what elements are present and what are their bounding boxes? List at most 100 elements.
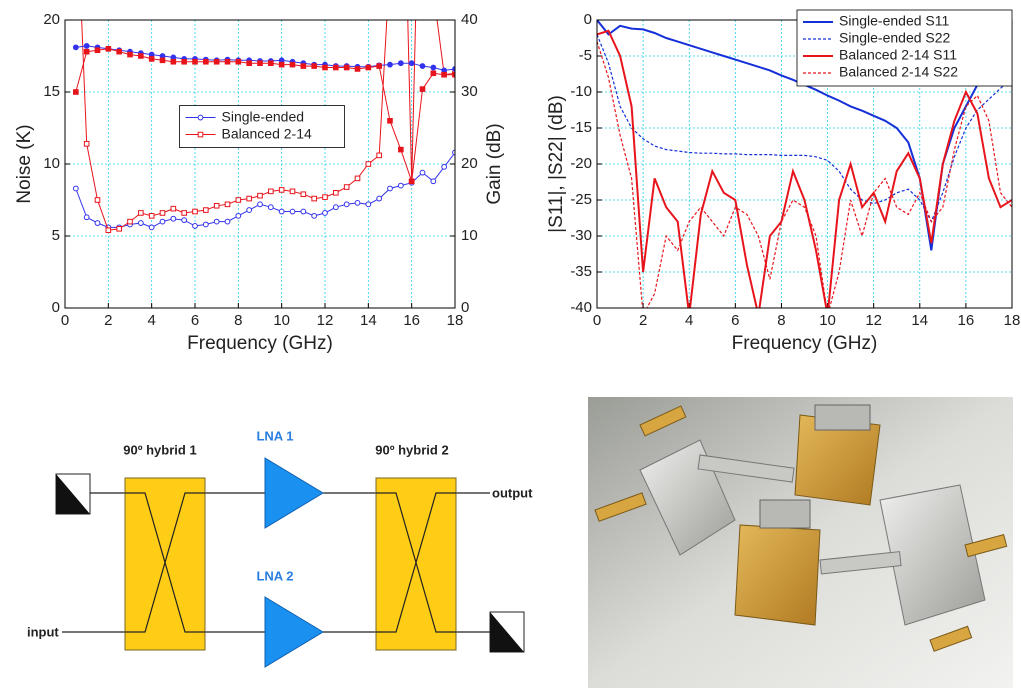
marker: [442, 72, 447, 77]
marker: [334, 65, 339, 70]
marker: [160, 58, 165, 63]
marker: [139, 211, 144, 216]
marker: [398, 61, 403, 66]
marker: [198, 115, 203, 120]
marker: [204, 208, 209, 213]
marker: [355, 67, 360, 72]
x-tick-label: 18: [1004, 312, 1021, 329]
marker: [301, 64, 306, 69]
marker: [225, 219, 230, 224]
amplifier-module: [735, 525, 820, 625]
marker: [139, 54, 144, 59]
marker: [409, 61, 414, 66]
y-tick-label: 20: [43, 11, 60, 28]
marker: [377, 64, 382, 69]
marker: [203, 222, 208, 227]
y-tick-label: 5: [52, 227, 60, 244]
y-tick-label: -5: [579, 47, 592, 64]
marker: [193, 209, 198, 214]
marker: [204, 59, 209, 64]
x-tick-label: 2: [639, 312, 647, 329]
marker: [171, 206, 176, 211]
marker: [149, 214, 154, 219]
x-axis-label: Frequency (GHz): [732, 333, 878, 354]
series-line: [76, 46, 455, 71]
marker: [73, 45, 78, 50]
marker: [149, 225, 154, 230]
y-tick-label: 0: [584, 11, 592, 28]
marker: [269, 189, 274, 194]
y-tick-label: 15: [43, 83, 60, 100]
y2-tick-label: 40: [461, 11, 478, 28]
legend-label: Balanced 2-14 S22: [839, 64, 958, 80]
marker: [193, 224, 198, 229]
y2-tick-label: 0: [461, 299, 469, 316]
y-tick-label: -20: [570, 155, 592, 172]
x-axis-label: Frequency (GHz): [187, 333, 333, 354]
connector: [815, 405, 870, 430]
marker: [312, 196, 317, 201]
node-label: output: [492, 485, 533, 500]
marker: [160, 211, 165, 216]
marker: [74, 90, 79, 95]
marker: [301, 209, 306, 214]
y-tick-label: 0: [52, 299, 60, 316]
block-diagram: 90º hybrid 1 90º hybrid 2 LNA 1 LNA 2 in…: [27, 428, 533, 667]
marker: [149, 57, 154, 62]
marker: [312, 64, 317, 69]
marker: [388, 62, 393, 67]
marker: [84, 215, 89, 220]
marker: [323, 65, 328, 70]
marker: [247, 61, 252, 66]
marker: [431, 71, 436, 76]
marker: [128, 219, 133, 224]
marker: [198, 132, 203, 137]
y-axis-label: |S11|, |S22| (dB): [546, 95, 567, 233]
y-tick-label: -30: [570, 227, 592, 244]
marker: [73, 186, 78, 191]
y-tick-label: -25: [570, 191, 592, 208]
marker: [409, 179, 414, 184]
connector: [760, 500, 810, 528]
marker: [138, 221, 143, 226]
marker: [279, 209, 284, 214]
marker: [258, 202, 263, 207]
y-tick-label: -15: [570, 119, 592, 136]
y-axis-label: Noise (K): [14, 124, 35, 203]
marker: [171, 59, 176, 64]
marker: [398, 183, 403, 188]
node-label: LNA 1: [256, 428, 293, 443]
legend-label: Balanced 2-14 S11: [839, 47, 957, 63]
marker: [312, 213, 317, 218]
marker: [366, 202, 371, 207]
marker: [182, 59, 187, 64]
marker: [95, 198, 100, 203]
figure: 90º hybrid 1 90º hybrid 2 LNA 1 LNA 2 in…: [0, 0, 1021, 690]
legend-label: Single-ended: [222, 108, 305, 124]
y-tick-label: -35: [570, 263, 592, 280]
marker: [247, 208, 252, 213]
marker: [377, 153, 382, 158]
x-tick-label: 2: [104, 312, 112, 329]
x-tick-label: 10: [273, 312, 290, 329]
x-tick-label: 6: [191, 312, 199, 329]
node-label: 90º hybrid 1: [123, 442, 196, 457]
marker: [225, 202, 230, 207]
legend: Single-endedBalanced 2-14: [180, 106, 345, 148]
marker: [214, 59, 219, 64]
legend-label: Single-ended S22: [839, 30, 951, 46]
marker: [236, 213, 241, 218]
marker: [106, 47, 111, 52]
amplifier: [265, 597, 323, 667]
x-tick-label: 8: [777, 312, 785, 329]
y2-tick-label: 10: [461, 227, 478, 244]
y2-tick-label: 20: [461, 155, 478, 172]
marker: [95, 48, 100, 53]
marker: [323, 195, 328, 200]
x-tick-label: 16: [403, 312, 420, 329]
marker: [344, 202, 349, 207]
marker: [171, 216, 176, 221]
marker: [225, 59, 230, 64]
marker: [431, 65, 436, 70]
